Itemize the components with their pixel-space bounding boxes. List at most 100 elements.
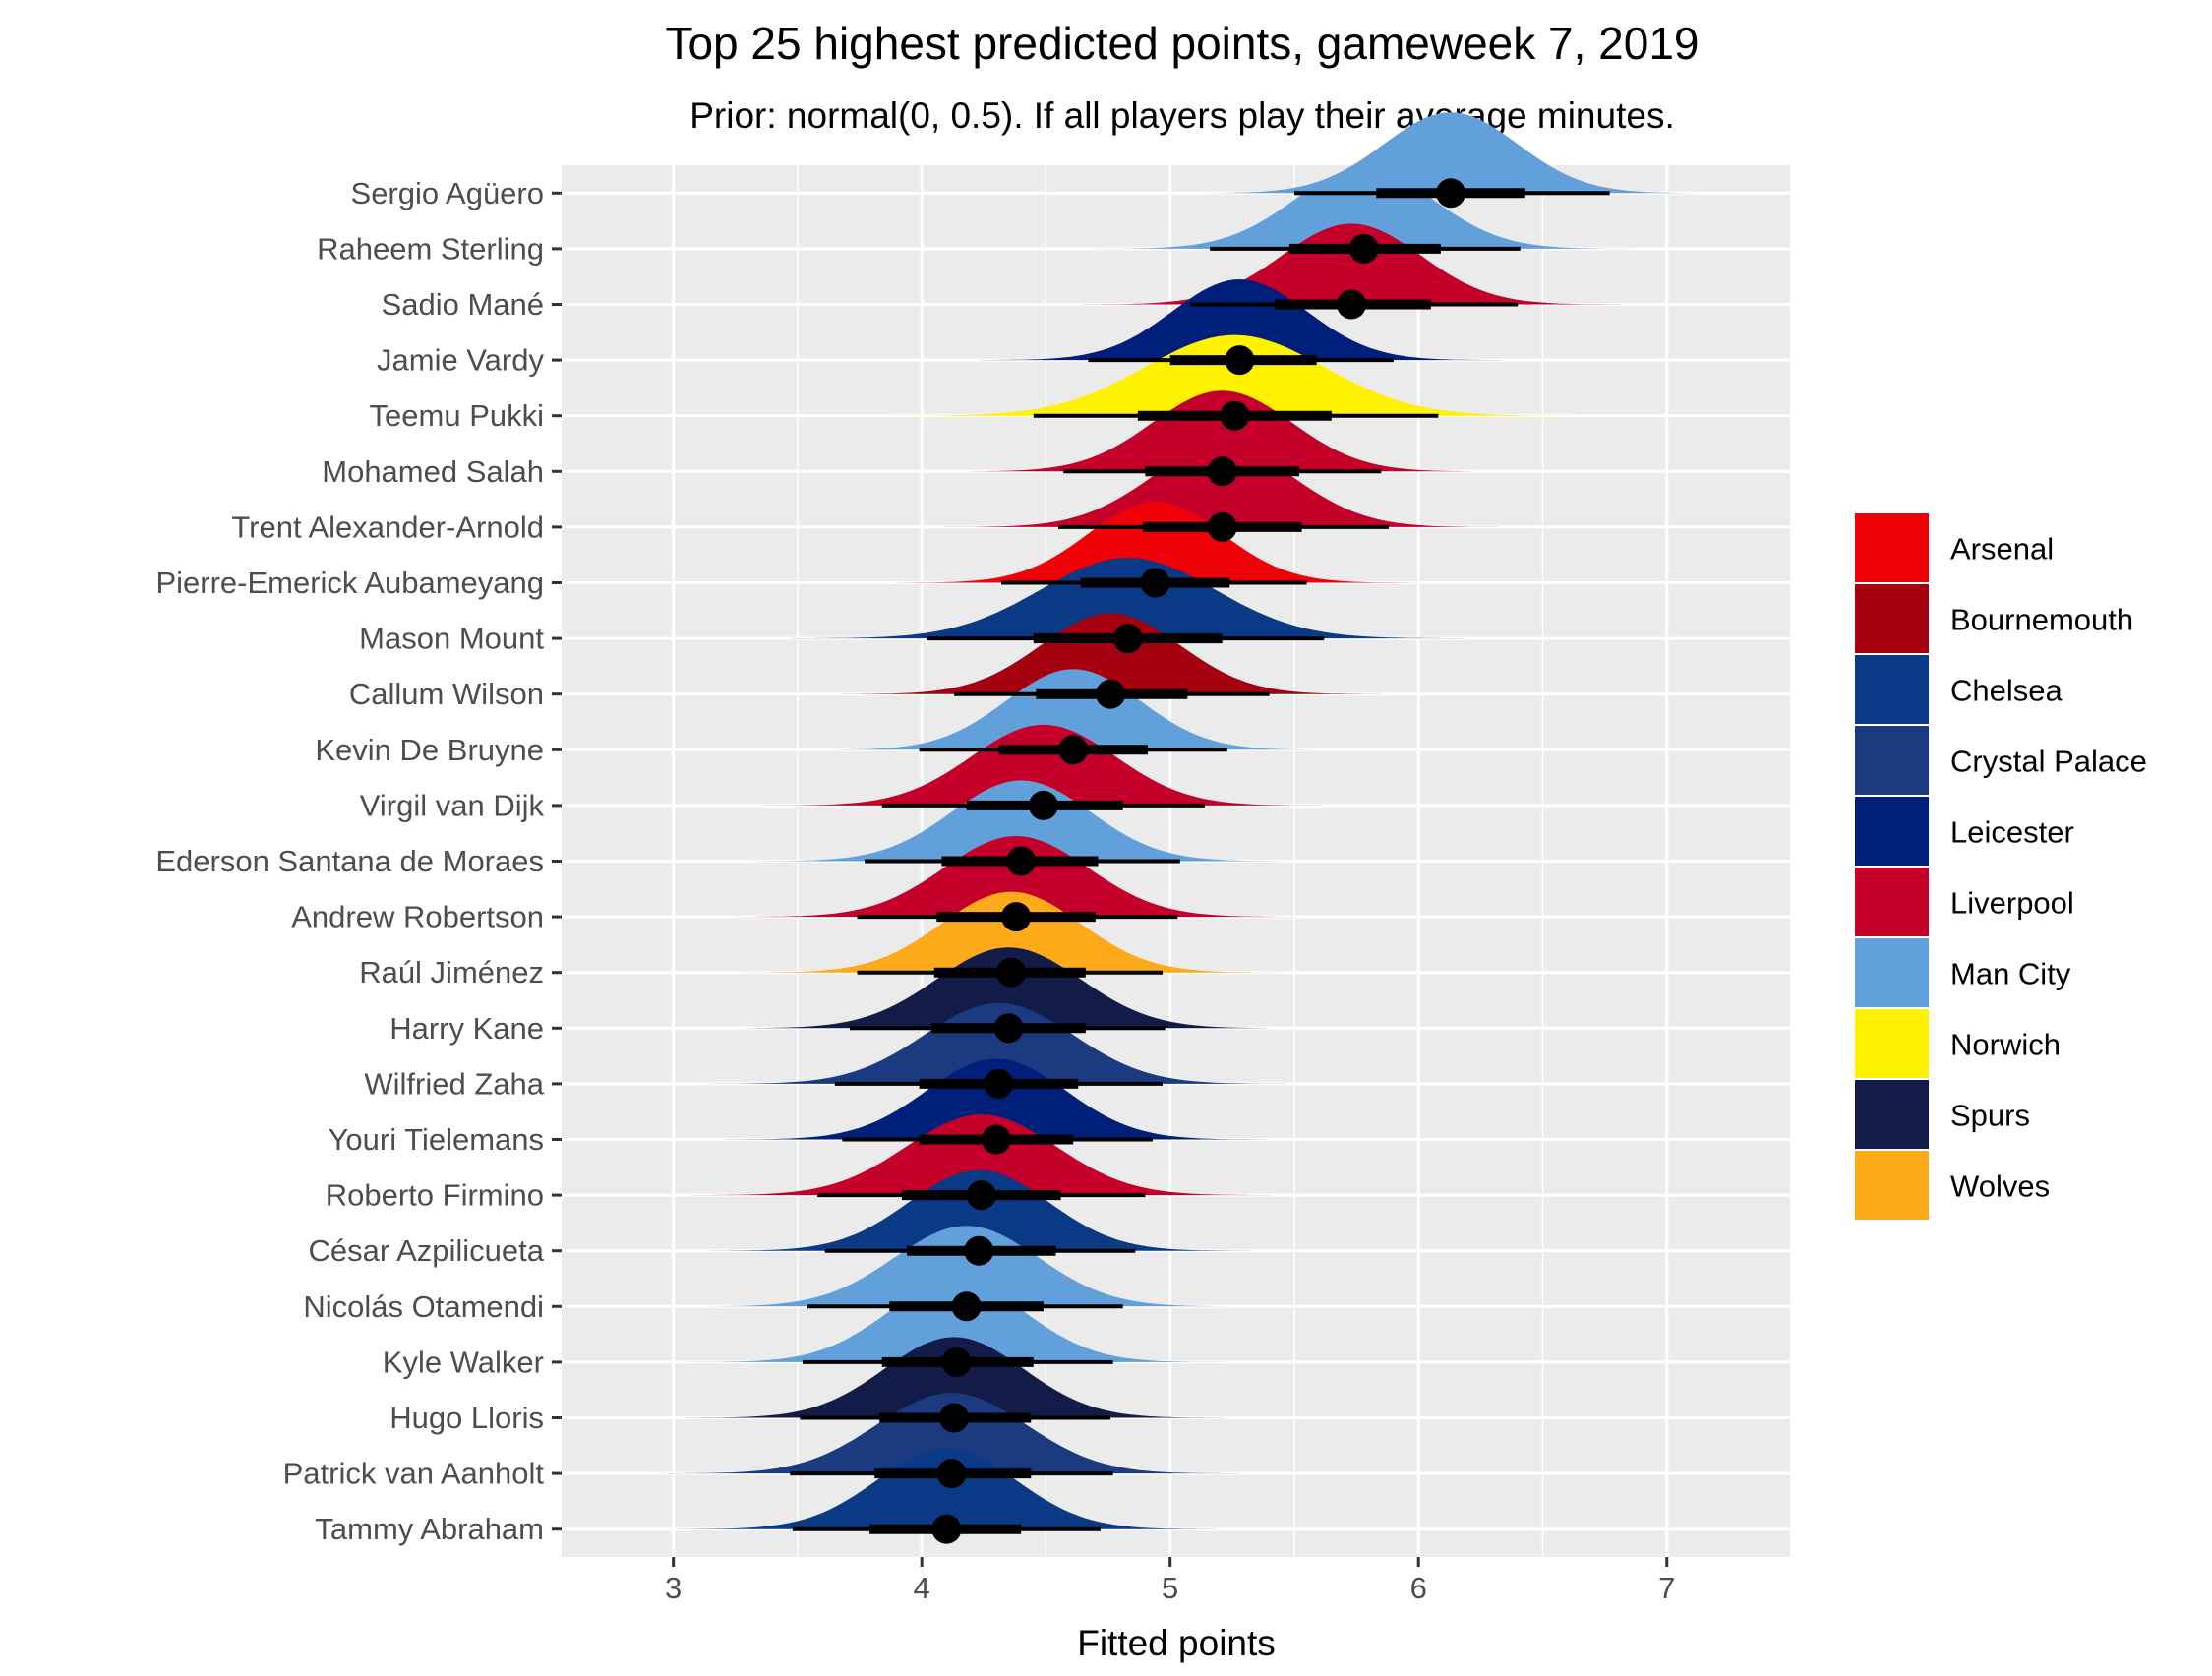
density-ridge (958, 279, 1522, 361)
median-point (1140, 568, 1170, 598)
density-ridge (687, 1169, 1272, 1251)
density-ridge (719, 891, 1303, 973)
y-tick-label: Jamie Vardy (377, 343, 544, 378)
median-point (1096, 679, 1126, 709)
legend-label: Man City (1950, 957, 2071, 991)
density-ridge (668, 1114, 1294, 1196)
median-point (1028, 790, 1058, 820)
y-tick-label: Mohamed Salah (322, 454, 544, 489)
legend-label: Bournemouth (1950, 603, 2133, 637)
density-ridge (741, 724, 1346, 806)
density-ridge (729, 780, 1314, 862)
legend-label: Liverpool (1950, 886, 2074, 921)
y-tick-label: Youri Tielemans (329, 1122, 544, 1157)
median-point (951, 1291, 982, 1322)
y-tick-label: Raheem Sterling (317, 231, 544, 266)
density-ridge (664, 1226, 1270, 1307)
density-ridge (686, 1002, 1312, 1084)
legend-label: Wolves (1950, 1169, 2050, 1204)
density-ridge (703, 1058, 1288, 1140)
y-tick-label: Virgil van Dijk (360, 788, 545, 822)
median-point (1436, 178, 1466, 209)
y-tick-label: Wilfried Zaha (364, 1066, 544, 1101)
y-axis: Sergio Agüero Raheem Sterling Sadio Mané Ja… (155, 176, 562, 1546)
x-tick-label: 4 (914, 1571, 930, 1605)
legend-key (1855, 584, 1929, 653)
y-tick-label: Raúl Jiménez (359, 955, 544, 989)
density-ridge (638, 1393, 1265, 1474)
legend: Arsenal Bournemouth Chelsea Crystal Palace L… (1855, 513, 2147, 1220)
legend-label: Norwich (1950, 1028, 2061, 1062)
chart-title: Top 25 highest predicted points, gamewee… (665, 18, 1699, 69)
median-point (996, 957, 1027, 988)
legend-key (1855, 655, 1929, 724)
median-point (984, 1068, 1014, 1099)
density-ridge (791, 669, 1355, 750)
legend-label: Chelsea (1950, 674, 2063, 708)
median-point (1001, 902, 1032, 932)
median-point (1058, 735, 1089, 765)
density-ridge (920, 446, 1525, 527)
y-tick-label: Callum Wilson (349, 677, 544, 711)
legend-label: Arsenal (1950, 532, 2054, 567)
y-tick-label: Roberto Firmino (326, 1178, 544, 1213)
median-point (1207, 511, 1237, 542)
y-tick-label: Pierre-Emerick Aubameyang (155, 566, 544, 600)
y-tick-label: Nicolás Otamendi (303, 1289, 544, 1324)
x-tick-label: 7 (1658, 1571, 1675, 1605)
y-tick-label: Sergio Agüero (351, 176, 544, 210)
density-ridge (662, 1337, 1246, 1418)
y-tick-label: Mason Mount (359, 622, 544, 656)
median-point (1337, 289, 1367, 320)
median-point (981, 1124, 1011, 1155)
density-ridge (873, 502, 1437, 583)
median-point (931, 1514, 962, 1544)
median-point (1207, 456, 1237, 487)
legend-key (1855, 726, 1929, 795)
median-point (964, 1235, 994, 1266)
density-ridge (1168, 112, 1733, 194)
density-ridge (664, 1281, 1249, 1362)
median-point (938, 1403, 969, 1433)
density-ridge (859, 334, 1611, 416)
y-tick-label: Hugo Lloris (389, 1401, 544, 1435)
density-ridge (706, 947, 1312, 1029)
legend-key (1855, 513, 1929, 582)
y-tick-label: Teemu Pukki (370, 398, 544, 433)
legend-key (1855, 1009, 1929, 1078)
x-tick-label: 3 (665, 1571, 682, 1605)
density-ridge (1071, 167, 1656, 249)
median-point (1225, 345, 1255, 376)
y-tick-label: Sadio Mané (382, 287, 544, 322)
median-point (1112, 624, 1143, 654)
density-ridge (818, 613, 1404, 694)
y-tick-label: Kevin De Bruyne (315, 733, 544, 767)
y-tick-label: Trent Alexander-Arnold (231, 509, 544, 544)
y-tick-label: Andrew Robertson (291, 900, 544, 934)
legend-key (1855, 938, 1929, 1007)
median-point (1006, 846, 1037, 876)
x-axis: 3 4 5 6 7 (665, 1557, 1675, 1605)
ridge-layer (638, 112, 1733, 1529)
median-point (936, 1459, 967, 1489)
median-point (941, 1347, 972, 1377)
density-ridge (713, 836, 1319, 918)
x-tick-label: 5 (1162, 1571, 1178, 1605)
legend-key (1855, 1080, 1929, 1149)
median-point (1220, 400, 1250, 431)
y-tick-label: Patrick van Aanholt (283, 1457, 545, 1491)
legend-key (1855, 1151, 1929, 1220)
legend-label: Leicester (1950, 815, 2074, 850)
legend-label: Crystal Palace (1950, 745, 2147, 779)
density-ridge (1059, 223, 1644, 305)
y-tick-label: Ederson Santana de Moraes (155, 844, 544, 878)
interval-layer (790, 178, 1610, 1544)
chart-subtitle: Prior: normal(0, 0.5). If all players pl… (689, 95, 1674, 136)
legend-key (1855, 868, 1929, 936)
density-ridge (929, 390, 1515, 472)
y-tick-label: Kyle Walker (383, 1345, 544, 1379)
median-point (993, 1013, 1024, 1044)
x-tick-label: 6 (1410, 1571, 1427, 1605)
legend-key (1855, 797, 1929, 866)
